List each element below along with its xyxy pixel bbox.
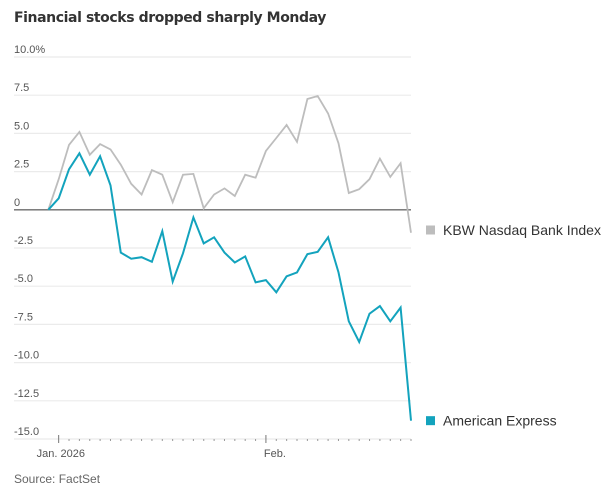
- series-lines: [47, 94, 412, 421]
- y-tick-label: 0: [14, 197, 20, 209]
- source-note: Source: FactSet: [14, 472, 101, 486]
- legend-swatch: [426, 225, 435, 235]
- series-line-american-express: [47, 151, 412, 421]
- y-tick-label: -12.5: [14, 388, 39, 400]
- legend-item: KBW Nasdaq Bank Index: [426, 222, 601, 238]
- x-tick-label: Jan. 2026: [37, 448, 85, 460]
- x-axis: Jan. 2026 Feb.: [37, 435, 412, 460]
- y-tick-label: 10.0%: [14, 44, 45, 56]
- y-tick-label: -2.5: [14, 235, 33, 247]
- y-axis-ticks: 10.0% 7.5 5.0 2.5 0 -2.5 -5.0 -7.5 -10.0 -12.5 -15…: [14, 44, 45, 438]
- y-tick-label: 5.0: [14, 120, 29, 132]
- chart-title: Financial stocks dropped sharply Monday: [14, 10, 326, 26]
- y-tick-label: 2.5: [14, 159, 29, 171]
- legend: KBW Nasdaq Bank Index American Express: [426, 222, 601, 429]
- legend-item: American Express: [426, 413, 557, 429]
- y-tick-label: 7.5: [14, 82, 29, 94]
- x-tick-label: Feb.: [264, 448, 286, 460]
- gridlines: [14, 56, 411, 440]
- legend-swatch: [426, 416, 435, 426]
- legend-label: American Express: [443, 413, 557, 429]
- legend-label: KBW Nasdaq Bank Index: [443, 222, 601, 238]
- y-tick-label: -7.5: [14, 311, 33, 323]
- y-tick-label: -5.0: [14, 273, 33, 285]
- y-tick-label: -10.0: [14, 350, 39, 362]
- y-tick-label: -15.0: [14, 426, 39, 438]
- series-line-kbw-bank-index: [47, 94, 412, 233]
